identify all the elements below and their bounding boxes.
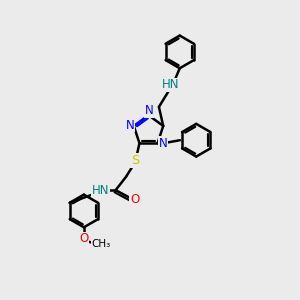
Text: HN: HN <box>92 184 109 196</box>
Text: CH₃: CH₃ <box>91 239 110 249</box>
Text: HN: HN <box>162 78 180 91</box>
Text: O: O <box>130 194 139 206</box>
Text: N: N <box>126 119 135 132</box>
Text: N: N <box>159 137 167 150</box>
Text: S: S <box>131 154 139 167</box>
Text: O: O <box>79 232 88 245</box>
Text: N: N <box>145 104 154 117</box>
